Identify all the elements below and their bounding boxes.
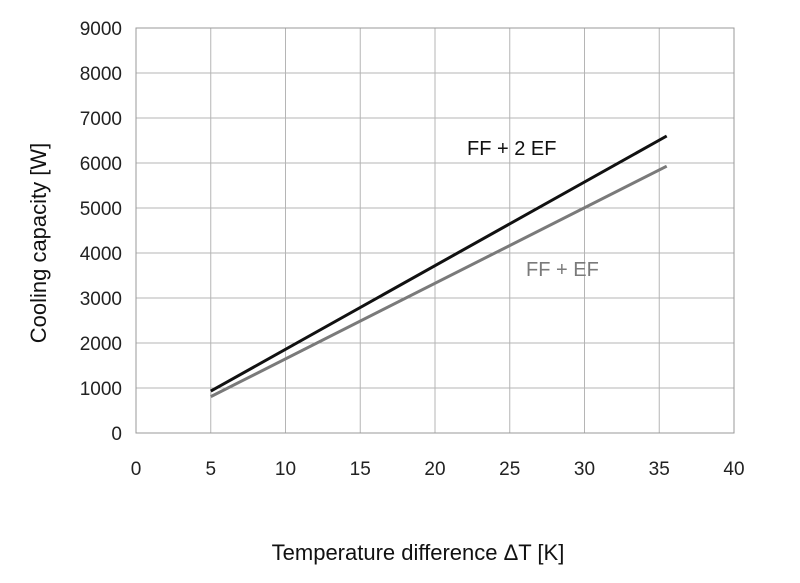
y-tick-label: 3000 [80,289,122,310]
y-tick-label: 6000 [80,154,122,175]
series-line-1 [210,164,668,398]
plot-frame [135,27,735,434]
grid [135,27,735,434]
series-label-ff-2ef: FF + 2 EF [467,138,556,160]
x-tick-label: 0 [131,459,142,480]
x-tick-labels: 0 5 10 15 20 25 30 35 40 [131,459,745,480]
x-tick-label: 30 [574,459,595,480]
y-tick-label: 9000 [80,19,122,40]
x-axis-title: Temperature difference ΔT [K] [272,540,565,565]
y-tick-label: 2000 [80,334,122,355]
x-tick-label: 25 [499,459,520,480]
x-tick-label: 5 [205,459,216,480]
x-tick-label: 15 [350,459,371,480]
x-tick-label: 20 [424,459,445,480]
x-tick-label: 35 [649,459,670,480]
x-tick-label: 10 [275,459,296,480]
y-tick-label: 4000 [80,244,122,265]
y-tick-label: 1000 [80,379,122,400]
y-tick-label: 7000 [80,109,122,130]
series-label-ff-ef: FF + EF [526,259,599,281]
y-axis-title: Cooling capacity [W] [26,143,51,344]
y-tick-label: 8000 [80,64,122,85]
x-tick-label: 40 [723,459,744,480]
y-tick-label: 0 [111,424,122,445]
series-layer [210,134,668,398]
series-line-0 [210,134,668,393]
y-tick-label: 5000 [80,199,122,220]
y-tick-labels: 0 1000 2000 3000 4000 5000 6000 7000 8000 9000 [80,19,122,445]
